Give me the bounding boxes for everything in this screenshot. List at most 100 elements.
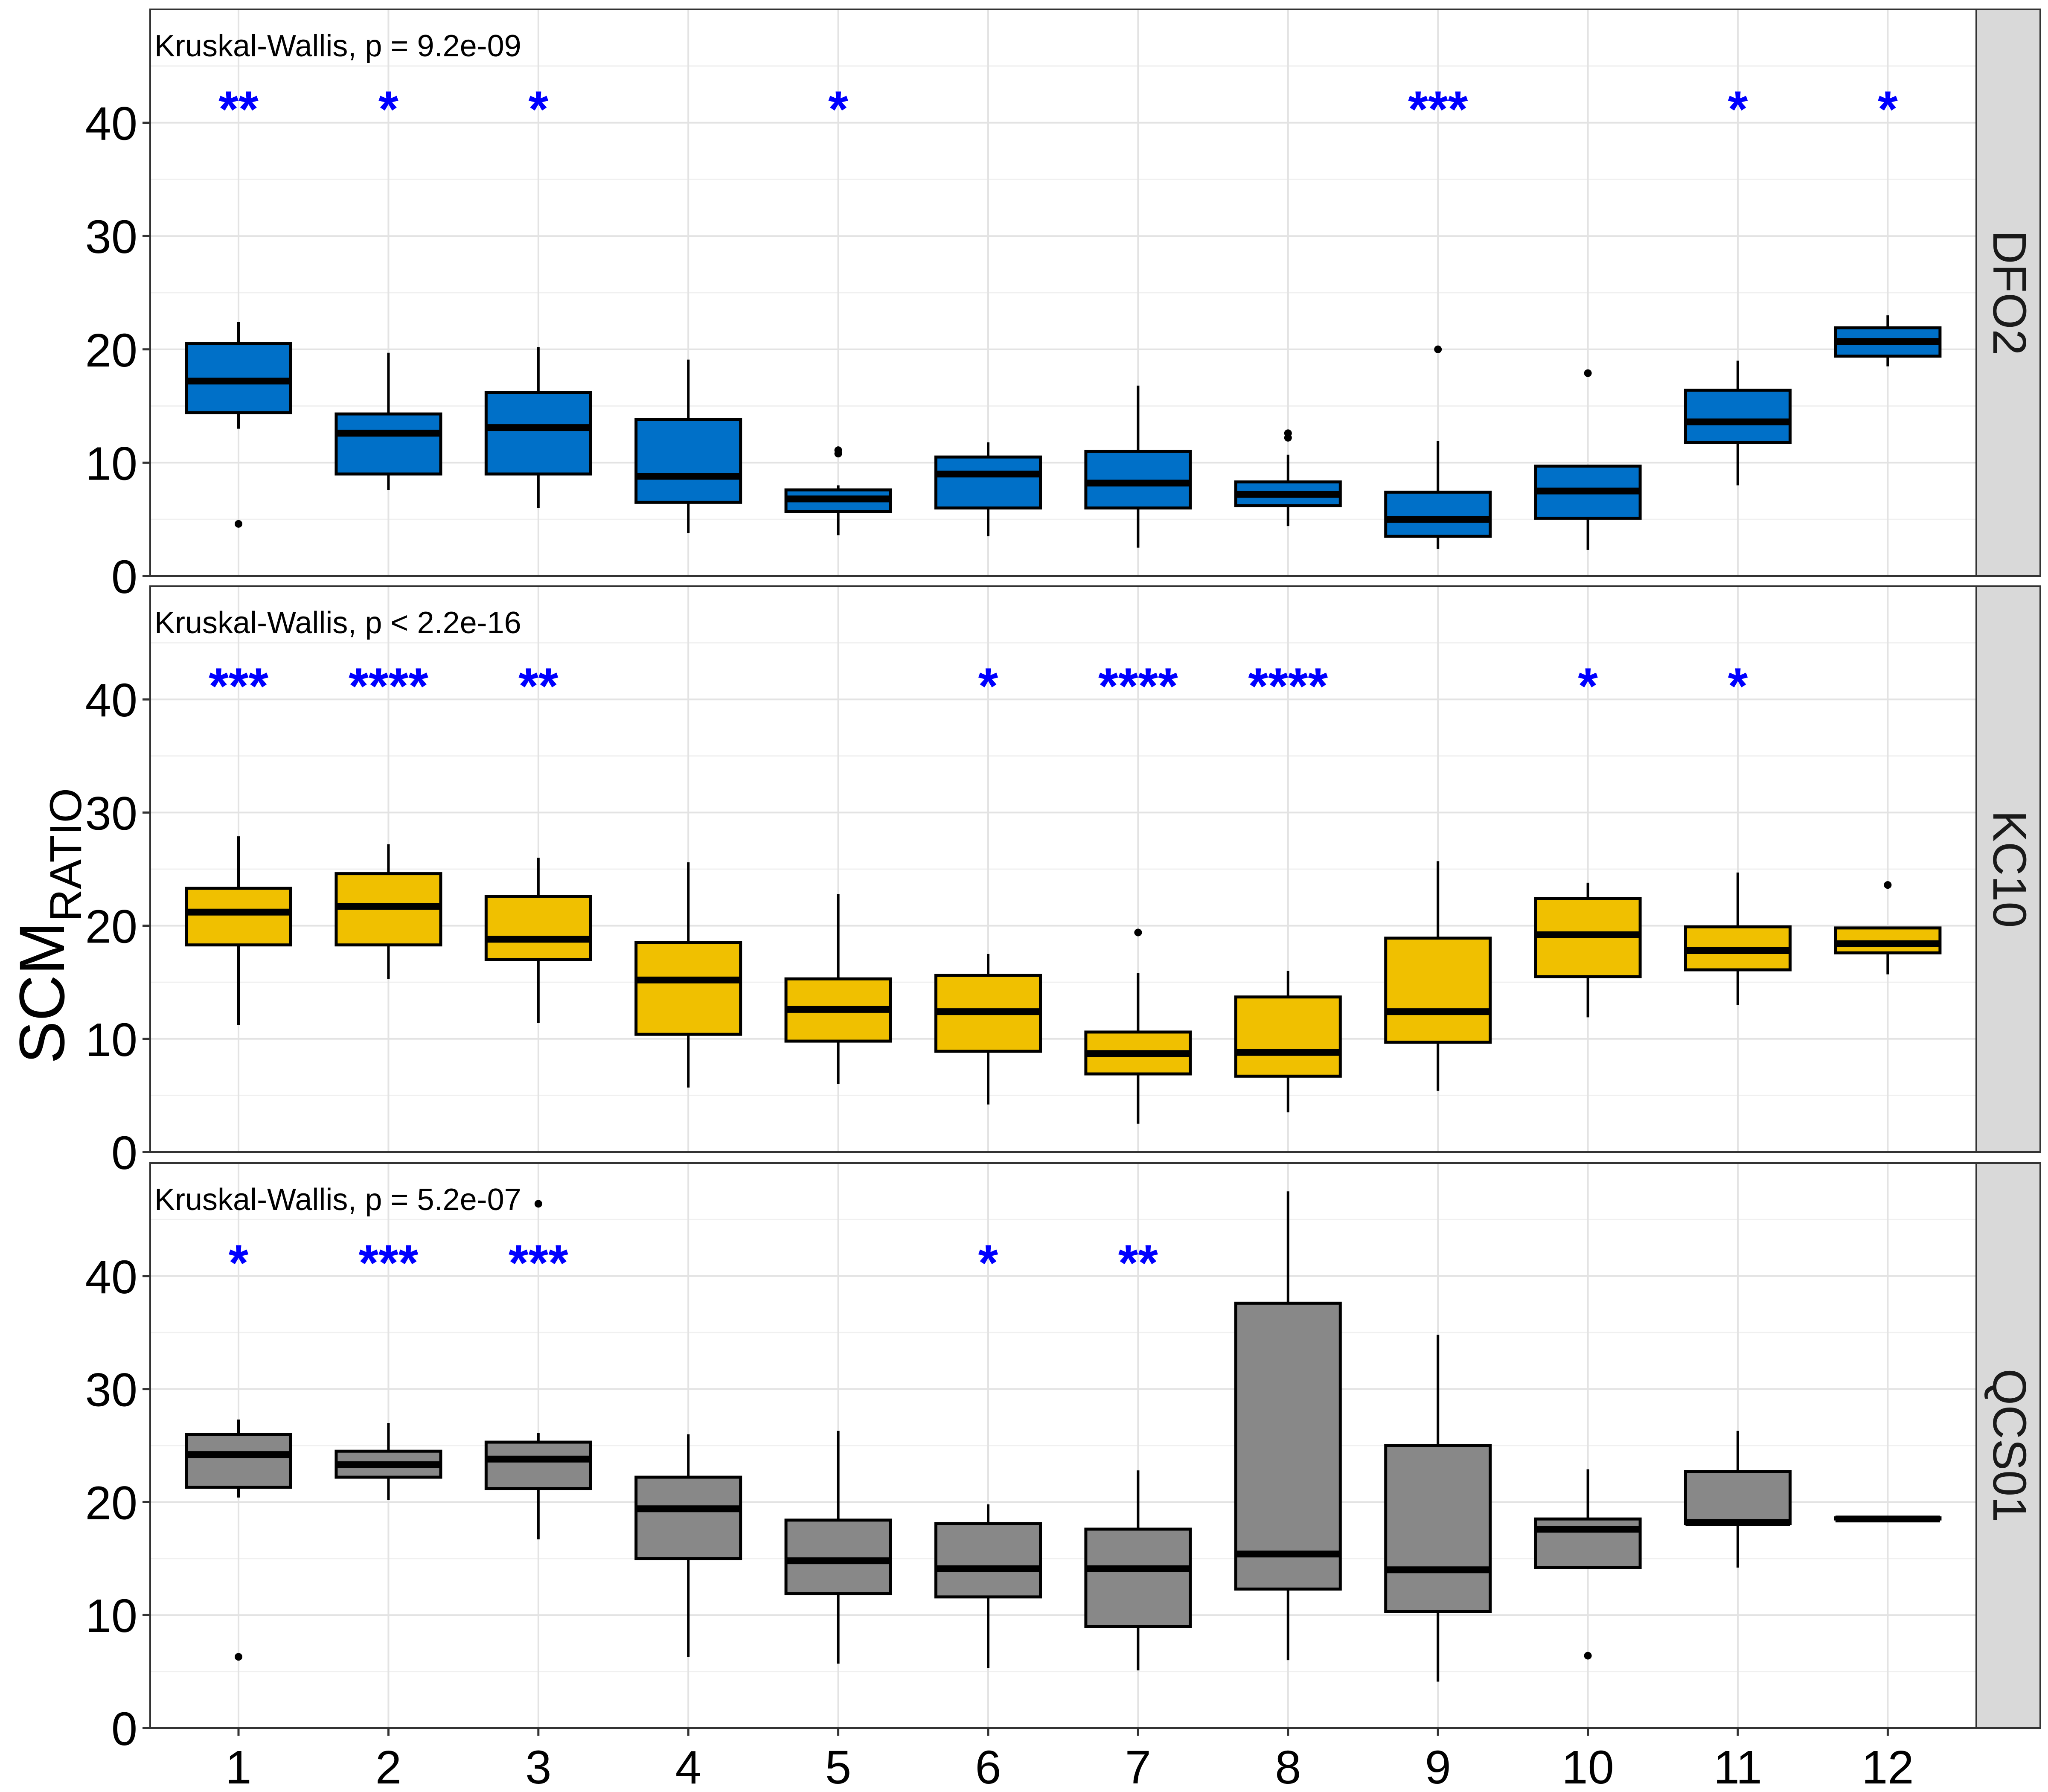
facet-strip [1975,1162,2041,1729]
box-body [484,391,592,476]
x-tick-label: 4 [675,1741,701,1792]
box-2 [335,352,442,490]
box-body [634,418,742,504]
box-body [1384,490,1492,538]
x-tick-label: 5 [825,1741,851,1792]
box-body [1234,1301,1342,1591]
y-tick-label: 20 [85,901,137,953]
x-tick-label: 6 [975,1741,1001,1792]
kruskal-wallis-annotation: Kruskal-Wallis, p = 5.2e-07 [154,1183,521,1217]
box-8 [1234,429,1342,527]
box-body [484,895,592,961]
box-9 [1384,345,1492,549]
box-1 [185,836,292,1025]
box-4 [634,1434,742,1657]
x-tick-label: 3 [525,1741,551,1792]
y-tick-label: 10 [85,1590,137,1642]
box-8 [1234,971,1342,1113]
outlier-point [1434,345,1442,353]
box-body [634,1475,742,1560]
box-1 [185,322,292,528]
box-3 [484,1200,592,1539]
x-tick-label: 9 [1425,1741,1451,1792]
box-1 [185,1420,292,1661]
kruskal-wallis-annotation: Kruskal-Wallis, p < 2.2e-16 [154,606,521,640]
significance-label: * [1578,657,1598,715]
y-tick-label: 20 [85,324,137,377]
significance-label: *** [509,1234,568,1292]
outlier-point [1884,881,1892,889]
significance-label: * [378,81,399,138]
box-body [1684,388,1792,444]
significance-label: ** [218,81,259,138]
facet-strip [1975,9,2041,577]
significance-label: **** [1248,657,1328,715]
box-body [934,1522,1042,1599]
y-axis-title-text: SCMRATIO [6,788,91,1064]
y-tick-label: 30 [85,211,137,263]
box-9 [1384,1335,1492,1682]
significance-label: * [528,81,548,138]
box-body [784,1519,892,1595]
box-body [185,887,292,947]
box-2 [335,844,442,979]
significance-label: **** [349,657,428,715]
facet-strip-label: DFO2 [1983,230,2036,355]
box-7 [1084,928,1192,1124]
outlier-point [1584,1652,1592,1660]
box-5 [784,1431,892,1664]
significance-label: * [828,81,848,138]
outlier-point [834,446,842,454]
outlier-point [1284,429,1292,437]
y-tick-label: 10 [85,1014,137,1066]
box-6 [934,442,1042,537]
y-tick-label: 10 [85,437,137,490]
y-tick-label: 0 [111,1703,137,1755]
y-tick-label: 0 [111,1127,137,1179]
box-7 [1084,1470,1192,1670]
x-tick-label: 11 [1713,1741,1762,1792]
box-body [484,1440,592,1490]
box-6 [934,1504,1042,1668]
significance-label: * [1728,657,1748,715]
y-tick-label: 20 [85,1477,137,1529]
box-body [185,1433,292,1489]
significance-label: *** [1408,81,1468,138]
box-3 [484,347,592,508]
box-11 [1684,361,1792,486]
box-2 [335,1423,442,1500]
y-tick-label: 40 [85,1251,137,1303]
box-7 [1084,385,1192,548]
box-3 [484,858,592,1023]
significance-label: * [978,1234,998,1292]
y-tick-label: 40 [85,674,137,727]
box-body [335,412,442,476]
box-body [1684,1470,1792,1525]
box-10 [1534,369,1642,550]
box-6 [934,954,1042,1105]
y-tick-label: 40 [85,98,137,150]
significance-label: *** [358,1234,418,1292]
y-tick-label: 30 [85,1364,137,1417]
box-body [934,455,1042,510]
x-tick-label: 10 [1562,1741,1614,1792]
kruskal-wallis-annotation: Kruskal-Wallis, p = 9.2e-09 [154,29,521,63]
box-4 [634,862,742,1088]
facet-strip [1975,585,2041,1153]
x-axis: 1 2 3 4 5 6 7 8 9 10 11 12 [225,1728,1914,1792]
facet-strip-label: QCS01 [1983,1369,2036,1523]
y-tick-label: 0 [111,551,137,603]
x-tick-label: 7 [1125,1741,1151,1792]
significance-label: * [229,1234,249,1292]
significance-label: * [978,657,998,715]
box-11 [1684,872,1792,1005]
x-tick-label: 2 [375,1741,401,1792]
facet-strip-label: KC10 [1983,810,2036,928]
significance-label: * [1878,81,1898,138]
box-body [634,941,742,1036]
y-axis-title: SCMRATIO [6,788,91,1064]
box-8 [1234,1191,1342,1661]
